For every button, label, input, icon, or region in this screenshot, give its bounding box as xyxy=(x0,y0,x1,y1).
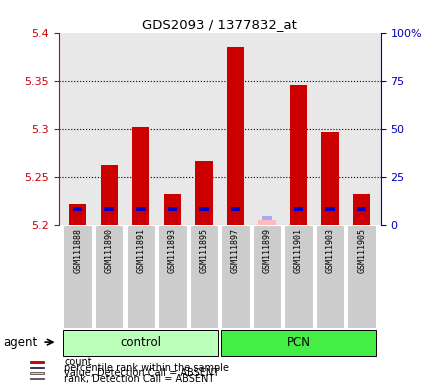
Text: GSM111893: GSM111893 xyxy=(168,228,177,273)
Bar xyxy=(30,378,44,379)
Bar xyxy=(221,330,375,356)
Bar xyxy=(163,194,181,225)
Text: rank, Detection Call = ABSENT: rank, Detection Call = ABSENT xyxy=(64,374,214,384)
Bar xyxy=(126,225,155,328)
Text: agent: agent xyxy=(3,336,37,349)
Bar xyxy=(352,194,369,225)
Bar xyxy=(73,207,82,211)
Text: percentile rank within the sample: percentile rank within the sample xyxy=(64,362,229,372)
Bar xyxy=(347,225,375,328)
Text: count: count xyxy=(64,357,92,367)
Text: GSM111901: GSM111901 xyxy=(293,228,302,273)
Bar xyxy=(262,216,271,220)
Bar xyxy=(226,47,243,225)
Bar xyxy=(195,161,212,225)
Text: GSM111888: GSM111888 xyxy=(73,228,82,273)
Text: GSM111899: GSM111899 xyxy=(262,228,271,273)
Text: value, Detection Call = ABSENT: value, Detection Call = ABSENT xyxy=(64,368,219,378)
Bar xyxy=(30,361,44,363)
Bar xyxy=(189,225,217,328)
Bar xyxy=(132,127,149,225)
Text: PCN: PCN xyxy=(286,336,310,349)
Bar xyxy=(293,207,302,211)
Bar xyxy=(315,225,344,328)
Bar xyxy=(284,225,312,328)
Text: GSM111903: GSM111903 xyxy=(325,228,334,273)
Bar xyxy=(321,132,338,225)
Title: GDS2093 / 1377832_at: GDS2093 / 1377832_at xyxy=(142,18,296,31)
Bar xyxy=(356,207,365,211)
Text: GSM111897: GSM111897 xyxy=(230,228,240,273)
Bar xyxy=(230,207,240,211)
Bar xyxy=(199,207,208,211)
Text: GSM111895: GSM111895 xyxy=(199,228,208,273)
Bar xyxy=(167,207,177,211)
Text: GSM111890: GSM111890 xyxy=(105,228,113,273)
Bar xyxy=(30,372,44,374)
Text: GSM111905: GSM111905 xyxy=(356,228,365,273)
Bar xyxy=(289,86,306,225)
Bar xyxy=(158,225,186,328)
Bar xyxy=(104,207,114,211)
Bar xyxy=(252,225,280,328)
Bar xyxy=(63,330,217,356)
Bar xyxy=(136,207,145,211)
Bar xyxy=(69,204,86,225)
Text: GSM111891: GSM111891 xyxy=(136,228,145,273)
Bar xyxy=(95,225,123,328)
Bar xyxy=(221,225,249,328)
Bar xyxy=(30,367,44,368)
Bar xyxy=(325,207,334,211)
Bar xyxy=(63,225,92,328)
Bar xyxy=(100,165,118,225)
Text: control: control xyxy=(120,336,161,349)
Bar xyxy=(258,220,275,225)
